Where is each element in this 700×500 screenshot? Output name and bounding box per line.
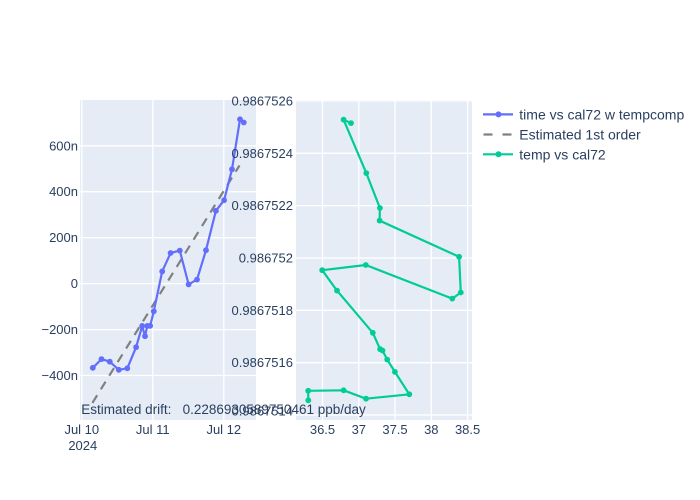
svg-text:0.986752: 0.986752 [239,251,293,266]
svg-text:37.5: 37.5 [382,422,407,437]
svg-text:38.5: 38.5 [455,422,480,437]
svg-text:−400n: −400n [41,368,78,383]
svg-text:Jul 11: Jul 11 [136,422,170,437]
svg-text:0: 0 [71,276,78,291]
svg-text:Jul 10: Jul 10 [64,422,99,437]
svg-text:0.9867524: 0.9867524 [232,146,293,161]
svg-text:0.9867526: 0.9867526 [232,93,293,108]
svg-text:400n: 400n [49,184,78,199]
svg-text:time vs cal72 w tempcomp: time vs cal72 w tempcomp [519,107,684,123]
svg-text:37: 37 [352,422,366,437]
svg-text:0.9867518: 0.9867518 [232,303,293,318]
svg-text:0.9867514: 0.9867514 [232,403,293,418]
svg-text:200n: 200n [49,230,78,245]
svg-text:−200n: −200n [41,322,78,337]
svg-text:38: 38 [424,422,438,437]
svg-text:temp vs cal72: temp vs cal72 [519,146,606,162]
svg-text:36.5: 36.5 [310,422,335,437]
svg-text:Estimated 1st order: Estimated 1st order [519,127,641,143]
svg-text:Jul 12: Jul 12 [206,422,241,437]
svg-text:600n: 600n [49,138,78,153]
svg-text:2024: 2024 [68,438,97,453]
svg-text:0.9867516: 0.9867516 [232,355,293,370]
svg-text:0.9867522: 0.9867522 [232,198,293,213]
svg-text:Estimated drift: 0.228693058: Estimated drift: 0.2286930589750461 ppb/… [81,402,366,417]
